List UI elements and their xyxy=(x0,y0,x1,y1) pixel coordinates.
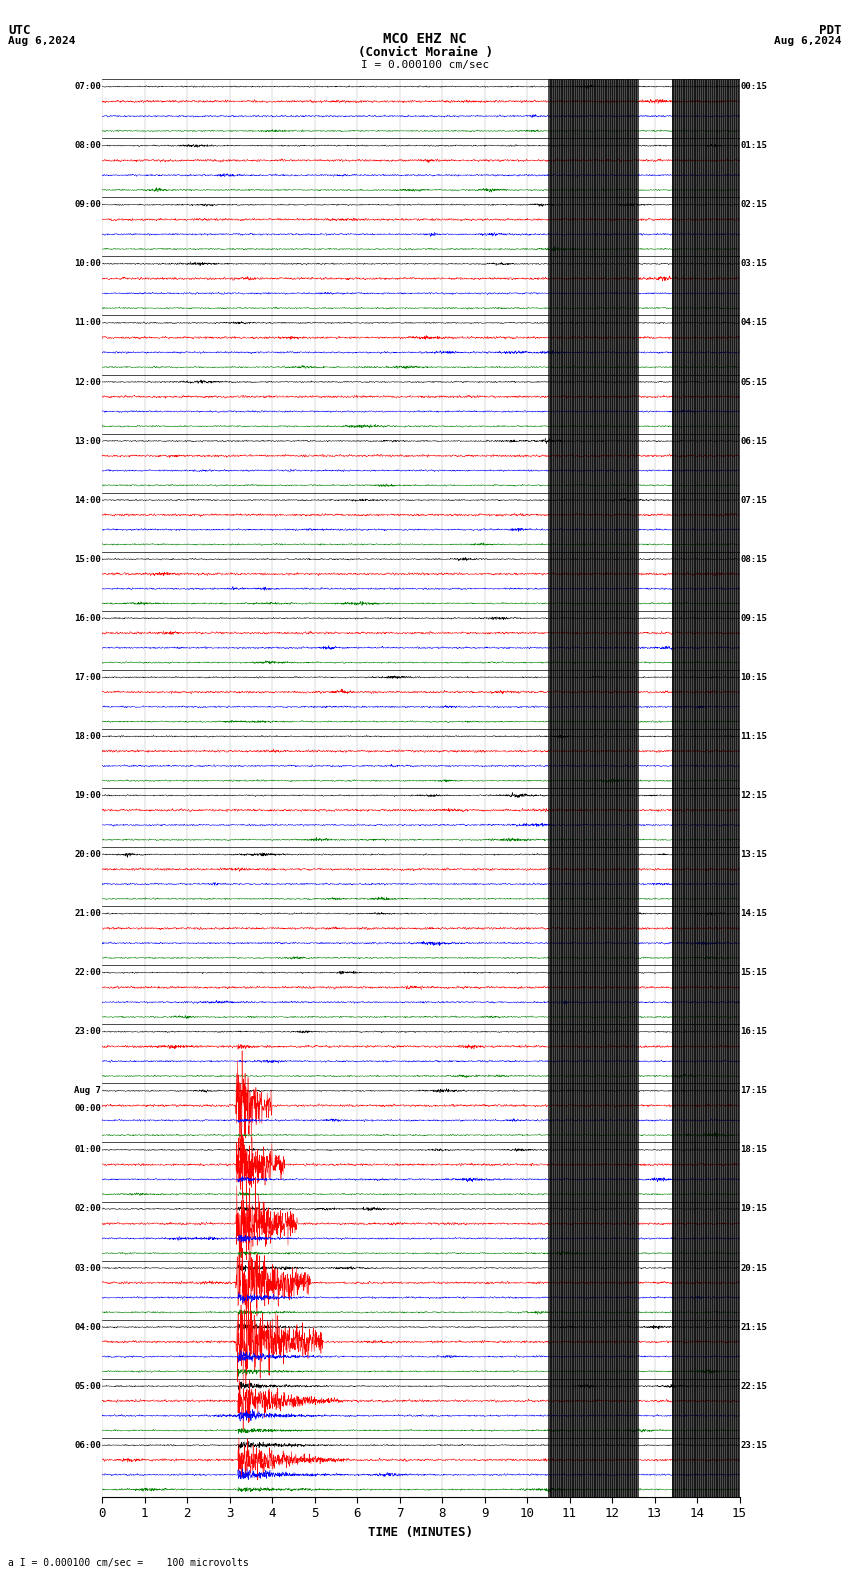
Text: 14:00: 14:00 xyxy=(74,496,101,505)
Text: 18:00: 18:00 xyxy=(74,732,101,741)
Text: 11:00: 11:00 xyxy=(74,318,101,328)
Text: 06:00: 06:00 xyxy=(74,1441,101,1449)
Text: 16:00: 16:00 xyxy=(74,613,101,623)
Text: Aug 7: Aug 7 xyxy=(74,1087,101,1096)
Text: 16:15: 16:15 xyxy=(740,1028,768,1036)
Text: 00:15: 00:15 xyxy=(740,82,768,92)
Text: 22:00: 22:00 xyxy=(74,968,101,977)
Text: 03:00: 03:00 xyxy=(74,1264,101,1272)
Text: 04:15: 04:15 xyxy=(740,318,768,328)
Text: 20:00: 20:00 xyxy=(74,851,101,859)
Text: 05:00: 05:00 xyxy=(74,1381,101,1391)
Text: 11:15: 11:15 xyxy=(740,732,768,741)
Text: 12:15: 12:15 xyxy=(740,790,768,800)
Text: 01:15: 01:15 xyxy=(740,141,768,150)
Text: 02:15: 02:15 xyxy=(740,200,768,209)
Text: 07:00: 07:00 xyxy=(74,82,101,92)
Text: 03:15: 03:15 xyxy=(740,260,768,268)
Text: (Convict Moraine ): (Convict Moraine ) xyxy=(358,46,492,59)
Text: 05:15: 05:15 xyxy=(740,377,768,386)
Text: a I = 0.000100 cm/sec =    100 microvolts: a I = 0.000100 cm/sec = 100 microvolts xyxy=(8,1559,249,1568)
Text: 22:15: 22:15 xyxy=(740,1381,768,1391)
Text: 15:00: 15:00 xyxy=(74,554,101,564)
Text: 17:15: 17:15 xyxy=(740,1087,768,1096)
Text: 08:00: 08:00 xyxy=(74,141,101,150)
Text: 23:15: 23:15 xyxy=(740,1441,768,1449)
Text: 17:00: 17:00 xyxy=(74,673,101,681)
Text: 09:15: 09:15 xyxy=(740,613,768,623)
Text: Aug 6,2024: Aug 6,2024 xyxy=(774,36,842,46)
Text: 10:15: 10:15 xyxy=(740,673,768,681)
X-axis label: TIME (MINUTES): TIME (MINUTES) xyxy=(368,1525,473,1538)
Text: 14:15: 14:15 xyxy=(740,909,768,919)
Text: 13:00: 13:00 xyxy=(74,437,101,445)
Text: I = 0.000100 cm/sec: I = 0.000100 cm/sec xyxy=(361,60,489,70)
Text: 10:00: 10:00 xyxy=(74,260,101,268)
Text: 15:15: 15:15 xyxy=(740,968,768,977)
Text: 01:00: 01:00 xyxy=(74,1145,101,1155)
Text: 09:00: 09:00 xyxy=(74,200,101,209)
Text: Aug 6,2024: Aug 6,2024 xyxy=(8,36,76,46)
Text: 13:15: 13:15 xyxy=(740,851,768,859)
Text: 21:00: 21:00 xyxy=(74,909,101,919)
Text: 04:00: 04:00 xyxy=(74,1323,101,1332)
Text: PDT: PDT xyxy=(819,24,842,36)
Text: 18:15: 18:15 xyxy=(740,1145,768,1155)
Text: 23:00: 23:00 xyxy=(74,1028,101,1036)
Text: 07:15: 07:15 xyxy=(740,496,768,505)
Text: 12:00: 12:00 xyxy=(74,377,101,386)
Text: 19:15: 19:15 xyxy=(740,1204,768,1213)
Text: 02:00: 02:00 xyxy=(74,1204,101,1213)
Text: MCO EHZ NC: MCO EHZ NC xyxy=(383,32,467,46)
Text: 08:15: 08:15 xyxy=(740,554,768,564)
Text: 21:15: 21:15 xyxy=(740,1323,768,1332)
Text: 00:00: 00:00 xyxy=(74,1104,101,1114)
Text: UTC: UTC xyxy=(8,24,31,36)
Text: 20:15: 20:15 xyxy=(740,1264,768,1272)
Text: 19:00: 19:00 xyxy=(74,790,101,800)
Text: 06:15: 06:15 xyxy=(740,437,768,445)
